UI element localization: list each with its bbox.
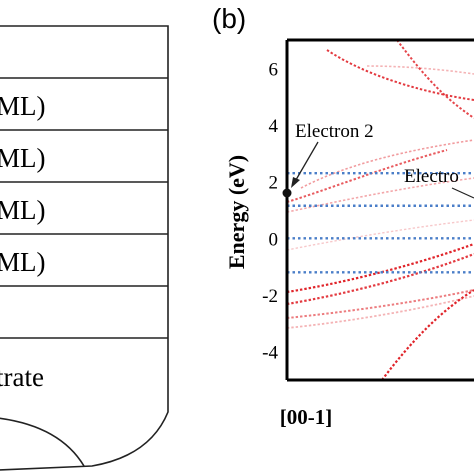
band-curve <box>287 177 474 213</box>
band-lines <box>287 40 474 380</box>
y-tick-label: 2 <box>269 173 279 194</box>
y-axis-title: Energy (eV) <box>224 155 249 269</box>
substrate-curve <box>0 417 85 467</box>
band-curve <box>287 242 474 294</box>
electron-partial-label: Electro <box>404 166 459 187</box>
band-structure-plot <box>287 40 474 380</box>
arrow-head <box>291 177 300 188</box>
electron-partial-arrow <box>451 187 474 199</box>
band-curve <box>287 295 474 329</box>
band-curve <box>287 149 448 203</box>
y-tick-label: 6 <box>269 59 279 80</box>
electron-2-point <box>282 188 292 198</box>
band-curve <box>287 219 474 251</box>
x-tick-label: [00-1] <box>280 405 332 429</box>
electron-2-label: Electron 2 <box>295 121 374 142</box>
stack-outline <box>0 25 169 471</box>
band-curve <box>300 139 474 189</box>
y-tick-label: -4 <box>262 343 278 364</box>
band-curve <box>381 289 474 380</box>
plot-frame <box>285 38 474 382</box>
layer-label: trate <box>0 362 44 392</box>
electron-2-arrow <box>292 141 319 186</box>
reference-levels <box>287 171 474 274</box>
annotations: Electron 2 Electro <box>282 121 474 199</box>
layer-label: ML) <box>0 247 46 277</box>
band-curve <box>326 49 474 101</box>
layer-label: ML) <box>0 91 46 121</box>
layer-label: ML) <box>0 143 46 173</box>
band-curve <box>287 289 474 319</box>
panel-label-b: (b) <box>212 3 246 34</box>
layer-label: ML) <box>0 195 46 225</box>
plot-background <box>287 40 474 380</box>
y-tick-label: 0 <box>269 229 279 250</box>
y-tick-label: 4 <box>269 116 279 137</box>
layer-stack-diagram: ML) ML) ML) ML) trate <box>0 25 169 471</box>
band-curve <box>366 65 474 75</box>
band-curve <box>287 252 474 306</box>
y-axis-ticks: -4 -2 0 2 4 6 <box>262 59 293 364</box>
band-curve <box>396 40 474 119</box>
y-tick-label: -2 <box>262 286 278 307</box>
